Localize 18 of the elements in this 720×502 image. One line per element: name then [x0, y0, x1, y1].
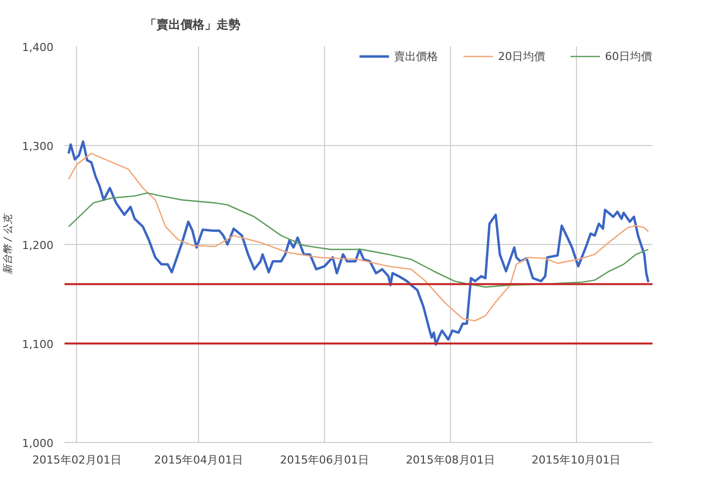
- x-tick-label: 2015年08月01日: [406, 454, 495, 466]
- y-tick-label: 1,300: [22, 140, 54, 153]
- legend-label: 20日均價: [498, 48, 545, 64]
- y-tick-label: 1,000: [22, 437, 54, 450]
- x-tick-label: 2015年10月01日: [532, 454, 621, 466]
- legend-label: 賣出價格: [394, 48, 438, 64]
- line-series: [67, 140, 650, 346]
- y-tick-label: 1,400: [22, 41, 54, 54]
- legend-label: 60日均價: [605, 48, 652, 64]
- x-tick-label: 2015年02月01日: [32, 454, 122, 466]
- y-axis-title: 新台幣 / 公克: [2, 212, 14, 274]
- y-tick-label: 1,100: [22, 338, 54, 351]
- x-tick-label: 2015年04月01日: [154, 454, 244, 466]
- line-series: [68, 152, 650, 322]
- y-tick-label: 1,200: [22, 239, 54, 252]
- line-series: [68, 192, 650, 288]
- x-tick-label: 2015年06月01日: [280, 454, 369, 466]
- chart-title: 「賣出價格」走勢: [144, 18, 240, 32]
